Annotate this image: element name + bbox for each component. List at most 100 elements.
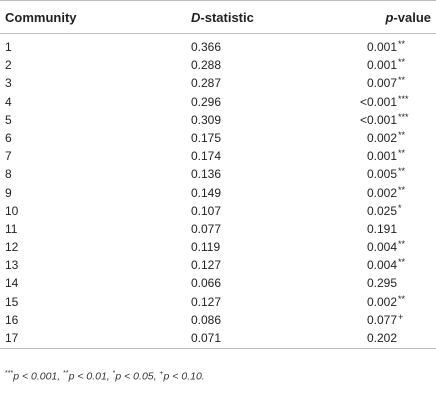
cell-p-value: 0.005 <box>366 167 397 182</box>
cell-p-value: 0.077 <box>366 312 397 327</box>
cell-p-value: 0.004 <box>366 240 397 255</box>
footnote-sym-3: * <box>112 370 116 377</box>
table-row: 13 0.127 0.004 ** <box>0 256 436 274</box>
cell-d-statistic: 0.127 <box>191 294 222 309</box>
table-row: 15 0.127 0.002 ** <box>0 293 436 311</box>
cell-community: 8 <box>5 167 12 182</box>
cell-significance: ** <box>398 39 406 49</box>
cell-community: 16 <box>5 312 19 327</box>
table-row: 5 0.309 <0.001 *** <box>0 111 436 129</box>
table-row: 7 0.174 0.001 ** <box>0 147 436 165</box>
cell-d-statistic: 0.066 <box>191 276 222 291</box>
table-row: 12 0.119 0.004 ** <box>0 238 436 256</box>
cell-p-value: <0.001 <box>359 94 397 109</box>
cell-community: 17 <box>5 331 19 345</box>
cell-community: 10 <box>5 203 19 218</box>
cell-significance: *** <box>398 93 409 104</box>
cell-community: 3 <box>5 76 12 91</box>
table-row: 4 0.296 <0.001 *** <box>0 93 436 111</box>
cell-d-statistic: 0.174 <box>191 149 222 164</box>
header-p-italic: p <box>385 10 394 25</box>
footnote-sym-1: *** <box>5 370 14 377</box>
cell-significance: ** <box>398 166 406 177</box>
cell-p-value: 0.025 <box>366 203 397 218</box>
cell-community: 2 <box>5 58 12 73</box>
cell-significance: * <box>398 202 402 213</box>
cell-d-statistic: 0.071 <box>191 331 222 345</box>
cell-significance: ** <box>398 75 406 86</box>
footnote-sym-2: ** <box>63 370 69 377</box>
cell-d-statistic: 0.127 <box>191 258 222 273</box>
cell-community: 1 <box>5 40 12 54</box>
header-community: Community <box>5 10 77 25</box>
table-row: 6 0.175 0.002 ** <box>0 129 436 147</box>
cell-community: 7 <box>5 149 12 164</box>
cell-significance: ** <box>398 293 406 304</box>
cell-d-statistic: 0.086 <box>191 312 222 327</box>
cell-p-value: 0.002 <box>366 130 397 145</box>
table-row: 9 0.149 0.002 ** <box>0 184 436 202</box>
cell-community: 9 <box>5 185 12 200</box>
cell-d-statistic: 0.309 <box>191 112 222 127</box>
cell-d-statistic: 0.149 <box>191 185 222 200</box>
cell-p-value: 0.001 <box>366 149 397 164</box>
footnote-text-1: p < 0.001, <box>13 370 64 383</box>
cell-d-statistic: 0.175 <box>191 130 222 145</box>
table-row: 2 0.288 0.001 ** <box>0 56 436 74</box>
cell-d-statistic: 0.287 <box>191 76 222 91</box>
cell-p-value: 0.004 <box>366 258 397 273</box>
header-d-statistic: D-statistic <box>191 10 254 25</box>
table-row: 11 0.077 0.191 <box>0 220 436 238</box>
header-p-value: p-value <box>385 10 431 25</box>
table-header: Community D-statistic p-value <box>0 0 436 34</box>
cell-d-statistic: 0.077 <box>191 221 222 236</box>
table-row: 14 0.066 0.295 <box>0 274 436 292</box>
table-row: 3 0.287 0.007 ** <box>0 74 436 92</box>
cell-significance: ** <box>398 148 406 159</box>
cell-significance: ** <box>398 257 406 268</box>
footnote-text-4: p < 0.10. <box>163 370 205 383</box>
cell-community: 15 <box>5 294 19 309</box>
cell-d-statistic: 0.136 <box>191 167 222 182</box>
cell-p-value: 0.002 <box>366 185 397 200</box>
cell-d-statistic: 0.288 <box>191 58 222 73</box>
header-p-rest: -value <box>393 10 431 25</box>
bottom-rule <box>0 348 436 349</box>
cell-significance: *** <box>398 111 409 122</box>
cell-p-value: 0.295 <box>366 276 397 291</box>
footnote-text-3: p < 0.05, <box>115 370 160 383</box>
cell-d-statistic: 0.119 <box>191 240 221 255</box>
table-row: 10 0.107 0.025 * <box>0 202 436 220</box>
cell-community: 6 <box>5 130 12 145</box>
cell-significance: ** <box>398 129 406 140</box>
cell-community: 14 <box>5 276 19 291</box>
cell-p-value: 0.191 <box>366 221 397 236</box>
cell-community: 11 <box>5 221 18 236</box>
cell-p-value: 0.202 <box>366 331 397 345</box>
table-row: 1 0.366 0.001 ** <box>0 38 436 56</box>
cell-community: 4 <box>5 94 12 109</box>
table-row: 16 0.086 0.077 + <box>0 311 436 329</box>
cell-community: 13 <box>5 258 19 273</box>
cell-significance: + <box>398 311 404 322</box>
cell-significance: ** <box>398 239 406 250</box>
cell-p-value: 0.001 <box>366 58 397 73</box>
table-row: 8 0.136 0.005 ** <box>0 165 436 183</box>
cell-d-statistic: 0.296 <box>191 94 222 109</box>
cell-significance: ** <box>398 57 406 68</box>
cell-significance: ** <box>398 184 406 195</box>
cell-p-value: 0.001 <box>366 40 397 54</box>
cell-d-statistic: 0.107 <box>191 203 222 218</box>
header-d-rest: -statistic <box>200 10 254 25</box>
cell-community: 5 <box>5 112 12 127</box>
table-body: 1 0.366 0.001 ** 2 0.288 0.001 ** 3 0.287 0.007 ** 4… <box>0 38 436 347</box>
cell-p-value: <0.001 <box>359 112 397 127</box>
cell-community: 12 <box>5 240 19 255</box>
cell-p-value: 0.002 <box>366 294 397 309</box>
cell-p-value: 0.007 <box>366 76 397 91</box>
cell-d-statistic: 0.366 <box>191 40 222 54</box>
footnote-text-2: p < 0.01, <box>68 370 113 383</box>
table-row: 17 0.071 0.202 <box>0 329 436 347</box>
table-footnote: ***p < 0.001, **p < 0.01, *p < 0.05, +p … <box>5 370 205 383</box>
header-d-italic: D <box>191 10 201 25</box>
